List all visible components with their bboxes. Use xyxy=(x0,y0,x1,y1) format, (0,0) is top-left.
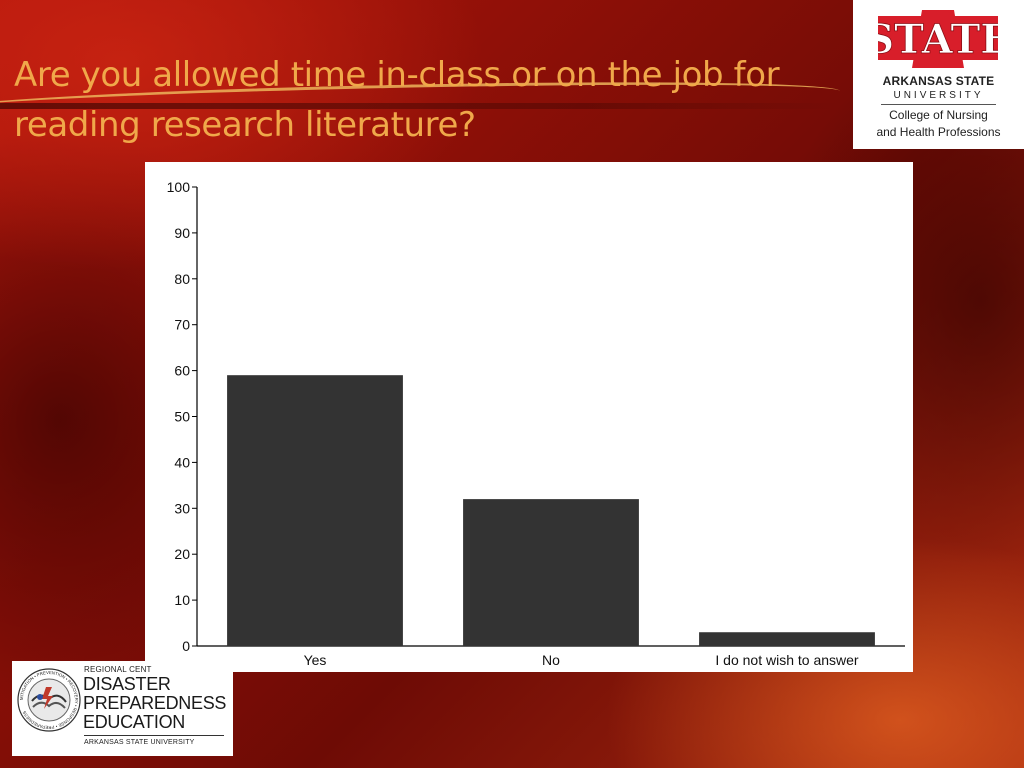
college-name: College of Nursing and Health Profession… xyxy=(853,107,1024,141)
y-tick-label: 10 xyxy=(174,592,190,608)
state-wordmark-icon: STATE xyxy=(878,10,998,68)
logo-left-divider xyxy=(84,735,224,736)
bar-chart: 0 10 20 30 40 50 60 70 80 90 100 Yes No I do not wish… xyxy=(145,162,913,672)
y-tick-label: 0 xyxy=(182,638,190,654)
bar-chart-svg: 0 10 20 30 40 50 60 70 80 90 100 Yes No I do not wish… xyxy=(167,179,905,668)
y-tick-label: 40 xyxy=(174,454,190,470)
university-sub: UNIVERSITY xyxy=(893,90,984,101)
logo-line2: PREPAREDNESS xyxy=(83,693,227,713)
regional-label: REGIONAL CENT xyxy=(84,665,152,674)
logo-line3: EDUCATION xyxy=(83,712,185,732)
title-underline xyxy=(0,103,840,109)
y-tick-label: 60 xyxy=(174,363,190,379)
asu-nursing-logo: STATE ARKANSAS STATE UNIVERSITY College … xyxy=(853,0,1024,149)
slide-title: Are you allowed time in-class or on the … xyxy=(14,55,780,145)
y-tick-label: 80 xyxy=(174,271,190,287)
x-category-label: No xyxy=(542,652,560,668)
bar xyxy=(463,499,639,646)
y-tick-label: 20 xyxy=(174,546,190,562)
bar xyxy=(699,632,875,646)
state-wordmark-text: STATE xyxy=(878,16,998,63)
y-tick-label: 50 xyxy=(174,409,190,425)
y-tick-label: 70 xyxy=(174,317,190,333)
y-tick-label: 90 xyxy=(174,225,190,241)
x-category-label: Yes xyxy=(304,652,327,668)
institution-label: ARKANSAS STATE UNIVERSITY xyxy=(84,739,195,746)
y-tick-label: 30 xyxy=(174,500,190,516)
logo-line1: DISASTER xyxy=(83,674,171,694)
disaster-seal-icon: MITIGATION • PREVENTION • RECOVERY • RES… xyxy=(17,668,81,732)
x-category-label: I do not wish to answer xyxy=(715,652,859,668)
university-name: ARKANSAS STATE xyxy=(882,74,995,88)
disaster-preparedness-logo: MITIGATION • PREVENTION • RECOVERY • RES… xyxy=(12,661,233,756)
college-line2: and Health Professions xyxy=(876,125,1001,139)
bar xyxy=(227,375,403,646)
college-line1: College of Nursing xyxy=(889,108,988,122)
y-tick-label: 100 xyxy=(167,179,191,195)
logo-divider xyxy=(881,104,996,105)
